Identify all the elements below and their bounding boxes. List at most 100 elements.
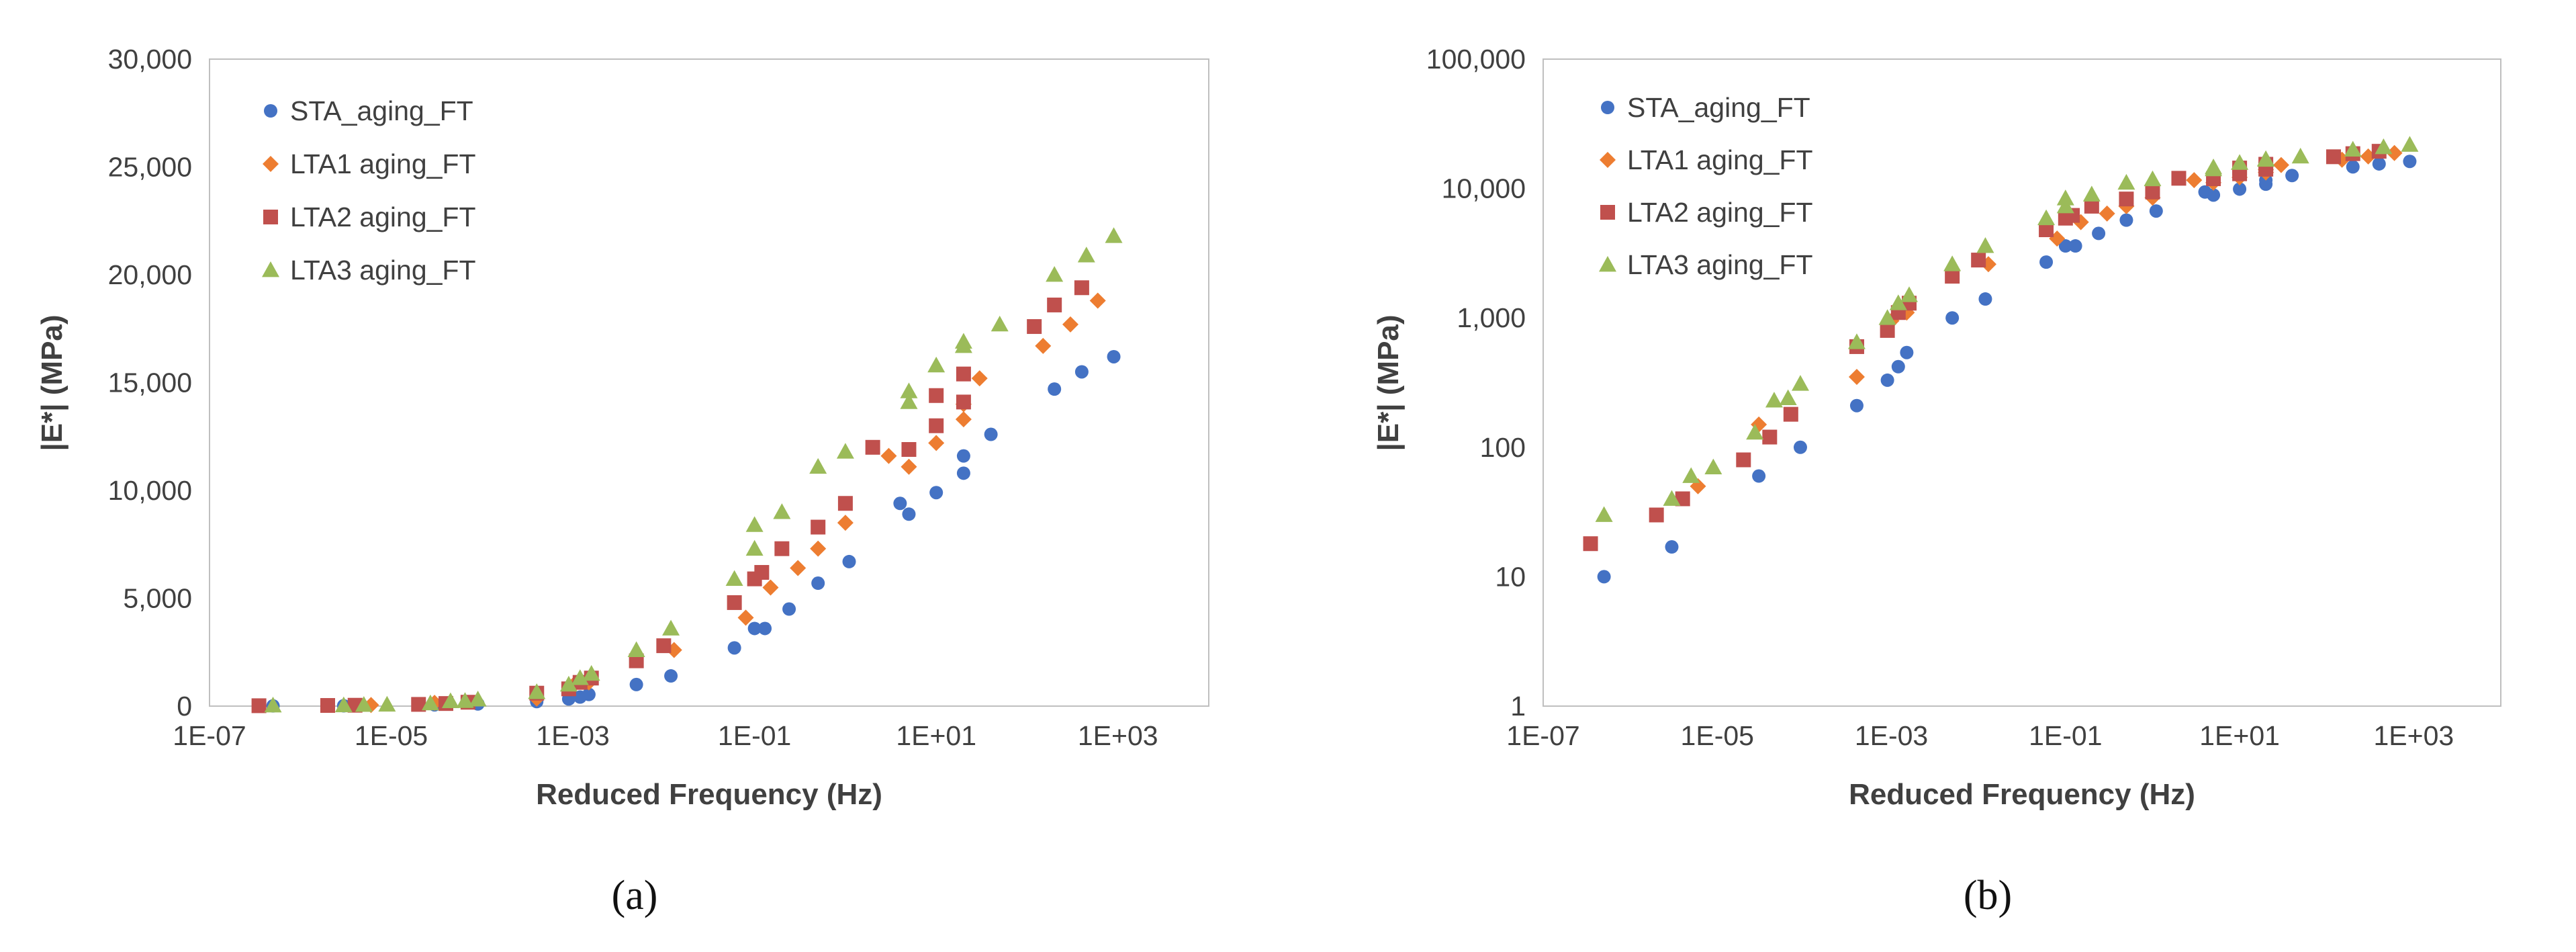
data-point (627, 641, 645, 657)
y-tick-label: 1 (1510, 691, 1526, 722)
data-point (1878, 309, 1896, 325)
data-points-a (251, 227, 1123, 713)
data-point (2037, 209, 2056, 226)
series-lta3-aging-ft (264, 227, 1123, 713)
data-point (469, 691, 487, 707)
y-tick-label: 15,000 (108, 367, 192, 398)
data-point (1900, 345, 1914, 359)
data-point (2233, 182, 2247, 196)
x-tick-labels-b: 1E-07 1E-05 1E-03 1E-01 1E+01 1E+03 (1506, 720, 2454, 751)
legend-label: STA_aging_FT (1627, 92, 1810, 123)
legend-marker (263, 156, 279, 172)
data-point (2117, 173, 2135, 190)
data-point (956, 394, 971, 410)
data-point (727, 595, 742, 610)
y-tick-label: 1,000 (1457, 302, 1526, 333)
x-axis-title-b: Reduced Frequency (Hz) (1849, 778, 2195, 811)
data-point (1900, 286, 1919, 302)
data-point (837, 496, 853, 511)
data-point (2082, 185, 2101, 202)
data-point (251, 698, 267, 713)
y-tick-labels-a: 0 5,000 10,000 15,000 20,000 25,000 30,000 (108, 44, 192, 722)
data-point (2257, 150, 2275, 167)
data-point (727, 641, 741, 655)
data-point (411, 697, 426, 712)
data-point (745, 539, 764, 556)
data-point (629, 677, 643, 691)
y-tick-label: 10,000 (1442, 173, 1526, 204)
data-point (2205, 158, 2223, 175)
data-points-b (1583, 136, 2419, 584)
data-point (2207, 188, 2221, 202)
data-point (1077, 247, 1095, 263)
data-point (836, 443, 854, 459)
data-point (2375, 138, 2393, 155)
chart-panel-a: 0 5,000 10,000 15,000 20,000 25,000 30,000 1E-… (36, 44, 1209, 918)
data-point (2186, 172, 2203, 189)
data-point (1847, 333, 1866, 349)
legend-label: LTA2 aging_FT (1627, 197, 1813, 228)
data-point (264, 697, 282, 713)
data-point (378, 695, 396, 712)
data-point (2056, 189, 2074, 206)
data-point (747, 621, 762, 636)
data-point (559, 675, 578, 692)
data-point (901, 442, 917, 458)
data-point (880, 447, 897, 464)
data-point (754, 564, 770, 580)
data-point (811, 519, 826, 535)
data-point (1889, 294, 1907, 310)
legend-marker (262, 261, 279, 277)
data-point (2056, 197, 2074, 214)
chart-panel-b: 1 10 100 1,000 10,000 100,000 1E-07 1E-05 1E-03… (1372, 44, 2501, 918)
data-point (929, 388, 944, 403)
data-point (320, 698, 335, 713)
x-tick-label: 1E-03 (1855, 720, 1928, 751)
data-point (901, 458, 917, 475)
data-point (421, 694, 439, 711)
x-tick-label: 1E-03 (536, 720, 609, 751)
data-point (2272, 157, 2289, 173)
data-point (790, 560, 807, 576)
data-point (1046, 266, 1064, 282)
plot-area-b (1543, 58, 2501, 707)
data-point (1675, 491, 1690, 507)
data-point (837, 515, 854, 531)
panel-label-b: (b) (1964, 873, 2012, 918)
data-point (927, 356, 946, 373)
data-point (1779, 389, 1797, 405)
data-point (1848, 369, 1865, 386)
data-point (900, 382, 918, 398)
y-tick-label: 10 (1495, 561, 1526, 592)
data-point (956, 366, 971, 382)
data-point (571, 669, 589, 685)
data-point (664, 669, 678, 683)
y-tick-label: 100 (1480, 432, 1526, 463)
data-point (2403, 155, 2417, 169)
data-point (773, 503, 791, 519)
data-point (737, 609, 754, 626)
y-tick-label: 20,000 (108, 259, 192, 290)
data-point (1976, 237, 1994, 253)
legend-a: STA_aging_FT LTA1 aging_FT LTA2 aging_FT LT… (262, 95, 476, 286)
data-point (1752, 469, 1766, 483)
y-tick-label: 0 (177, 691, 192, 722)
series-lta2-aging-ft (251, 280, 1089, 713)
data-point (1765, 392, 1783, 408)
data-point (1595, 506, 1613, 522)
panel-label-a: (a) (612, 873, 658, 918)
data-point (1074, 365, 1089, 379)
plot-area-a (209, 58, 1209, 707)
y-tick-label: 10,000 (108, 475, 192, 506)
legend-marker (1600, 205, 1615, 220)
data-point (2285, 169, 2299, 183)
data-point (1035, 337, 1052, 354)
data-point (865, 439, 880, 455)
data-point (2231, 154, 2249, 170)
data-point (842, 554, 856, 568)
data-point (1880, 322, 1895, 338)
legend-marker (1599, 256, 1616, 272)
data-point (456, 692, 474, 708)
